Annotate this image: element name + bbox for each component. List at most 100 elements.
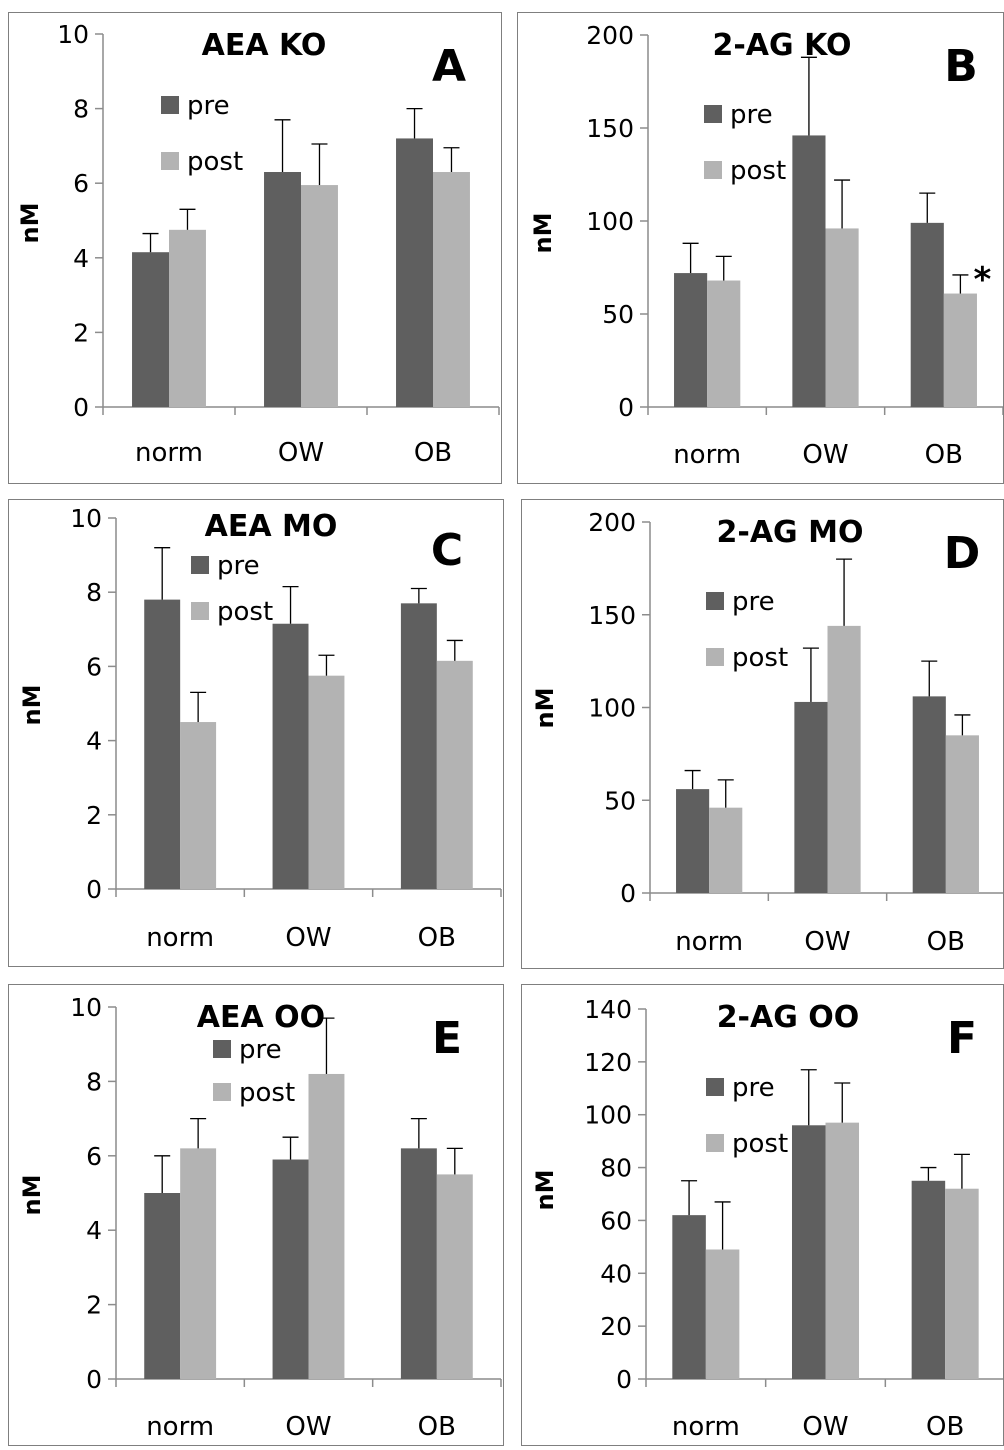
x-tick-label: OB [414, 438, 452, 468]
x-tick-label: norm [146, 923, 214, 953]
bar-pre-ow [272, 623, 309, 889]
y-tick-label: 200 [588, 508, 636, 537]
y-tick-label: 2 [86, 801, 102, 830]
bar-pre-ow [272, 1159, 309, 1379]
bar-post-ow [308, 1073, 345, 1379]
y-tick-label: 10 [57, 20, 89, 49]
bar-post-norm [707, 280, 741, 407]
y-tick-label: 200 [586, 21, 634, 50]
legend-label-pre: pre [187, 91, 230, 121]
chart-svg-b: 0 50 100 150 200 norm OW OB * 2-AG KO BnM pre post [529, 21, 1003, 470]
x-tick-label: norm [146, 1412, 214, 1442]
bar-post-norm [705, 1249, 740, 1379]
bar-post-norm [180, 1148, 217, 1379]
bar-pre-norm [144, 599, 181, 889]
x-tick-label: OB [418, 1412, 456, 1442]
y-tick-label: 0 [86, 875, 102, 904]
y-tick-label: 50 [602, 300, 634, 329]
legend-label-post: post [730, 156, 786, 186]
y-axis-label: nM [531, 688, 559, 729]
y-tick-label: 8 [86, 1067, 102, 1096]
legend-label-post: post [187, 147, 243, 177]
bar-pre-ob [910, 222, 944, 407]
bar-post-ow [308, 675, 345, 889]
bar-pre-norm [132, 252, 169, 407]
y-axis-label: nM [18, 685, 46, 726]
legend-swatch-pre [191, 556, 209, 574]
legend-label-post: post [239, 1078, 295, 1108]
bar-post-ob [945, 735, 979, 893]
chart-svg-e: 0 2 4 6 8 10 norm OW OB AEA OO EnM pre post [18, 993, 502, 1442]
bar-pre-ob [396, 138, 433, 407]
y-axis-label: nM [531, 1170, 559, 1211]
legend-swatch-pre [704, 105, 722, 123]
legend-swatch-post [213, 1083, 231, 1101]
legend-swatch-post [706, 648, 724, 666]
bar-post-ow [825, 1122, 860, 1379]
bar-post-ob [436, 1174, 473, 1379]
legend-swatch-pre [213, 1040, 231, 1058]
bar-pre-ob [400, 603, 437, 889]
y-tick-label: 10 [70, 504, 102, 533]
y-tick-label: 4 [86, 1216, 102, 1245]
y-tick-label: 100 [588, 694, 636, 723]
legend-swatch-pre [706, 592, 724, 610]
bar-pre-ow [264, 172, 301, 407]
chart-svg-c: 0 2 4 6 8 10 norm OW OB AEA MO CnM pre post [18, 504, 502, 953]
panel-label: B [944, 41, 978, 92]
y-tick-label: 6 [73, 169, 89, 198]
y-tick-label: 0 [618, 393, 634, 422]
bar-post-ob [436, 660, 473, 889]
x-tick-label: OW [285, 1412, 331, 1442]
bar-pre-ob [400, 1148, 437, 1379]
bar-pre-norm [672, 1215, 706, 1379]
legend-label-post: post [217, 597, 273, 627]
chart-svg-f: 0 20 40 60 80 100 120 140 norm OW OB 2-AG OO FnM pre p… [531, 995, 1003, 1442]
y-tick-label: 40 [600, 1259, 632, 1288]
legend-swatch-post [704, 161, 722, 179]
chart-title: AEA KO [202, 28, 327, 63]
bar-post-ow [825, 228, 859, 407]
legend-swatch-pre [706, 1078, 724, 1096]
y-tick-label: 0 [620, 879, 636, 908]
panel-label: A [432, 41, 466, 92]
bar-post-ob [945, 1188, 979, 1379]
legend-label-pre: pre [732, 1073, 775, 1103]
y-tick-label: 50 [604, 786, 636, 815]
legend-label-pre: pre [730, 100, 773, 130]
bar-pre-norm [144, 1193, 181, 1379]
x-tick-label: OB [926, 1412, 964, 1442]
y-tick-label: 6 [86, 652, 102, 681]
y-tick-label: 0 [73, 393, 89, 422]
legend-label-pre: pre [732, 587, 775, 617]
bar-post-ow [301, 185, 338, 407]
y-tick-label: 80 [600, 1154, 632, 1183]
y-tick-label: 2 [73, 318, 89, 347]
x-tick-label: norm [135, 438, 203, 468]
y-tick-label: 0 [86, 1365, 102, 1394]
bar-pre-ow [791, 1125, 826, 1379]
x-tick-label: OW [802, 440, 848, 470]
bar-pre-ow [794, 701, 828, 893]
legend-swatch-post [161, 152, 179, 170]
y-tick-label: 120 [584, 1048, 632, 1077]
x-tick-label: norm [673, 440, 741, 470]
bar-post-norm [709, 807, 743, 893]
y-tick-label: 4 [73, 244, 89, 273]
legend-label-pre: pre [217, 551, 260, 581]
y-tick-label: 4 [86, 727, 102, 756]
bar-post-ob [943, 293, 977, 407]
x-tick-label: OW [804, 927, 850, 957]
y-axis-label: nM [529, 213, 557, 254]
legend-label-post: post [732, 643, 788, 673]
bar-pre-norm [676, 789, 710, 893]
bar-post-ob [433, 172, 470, 407]
x-tick-label: OB [925, 440, 963, 470]
bar-pre-ob [912, 696, 946, 893]
chart-title: AEA MO [205, 509, 338, 544]
x-tick-label: OW [802, 1412, 848, 1442]
x-tick-label: OW [278, 438, 324, 468]
